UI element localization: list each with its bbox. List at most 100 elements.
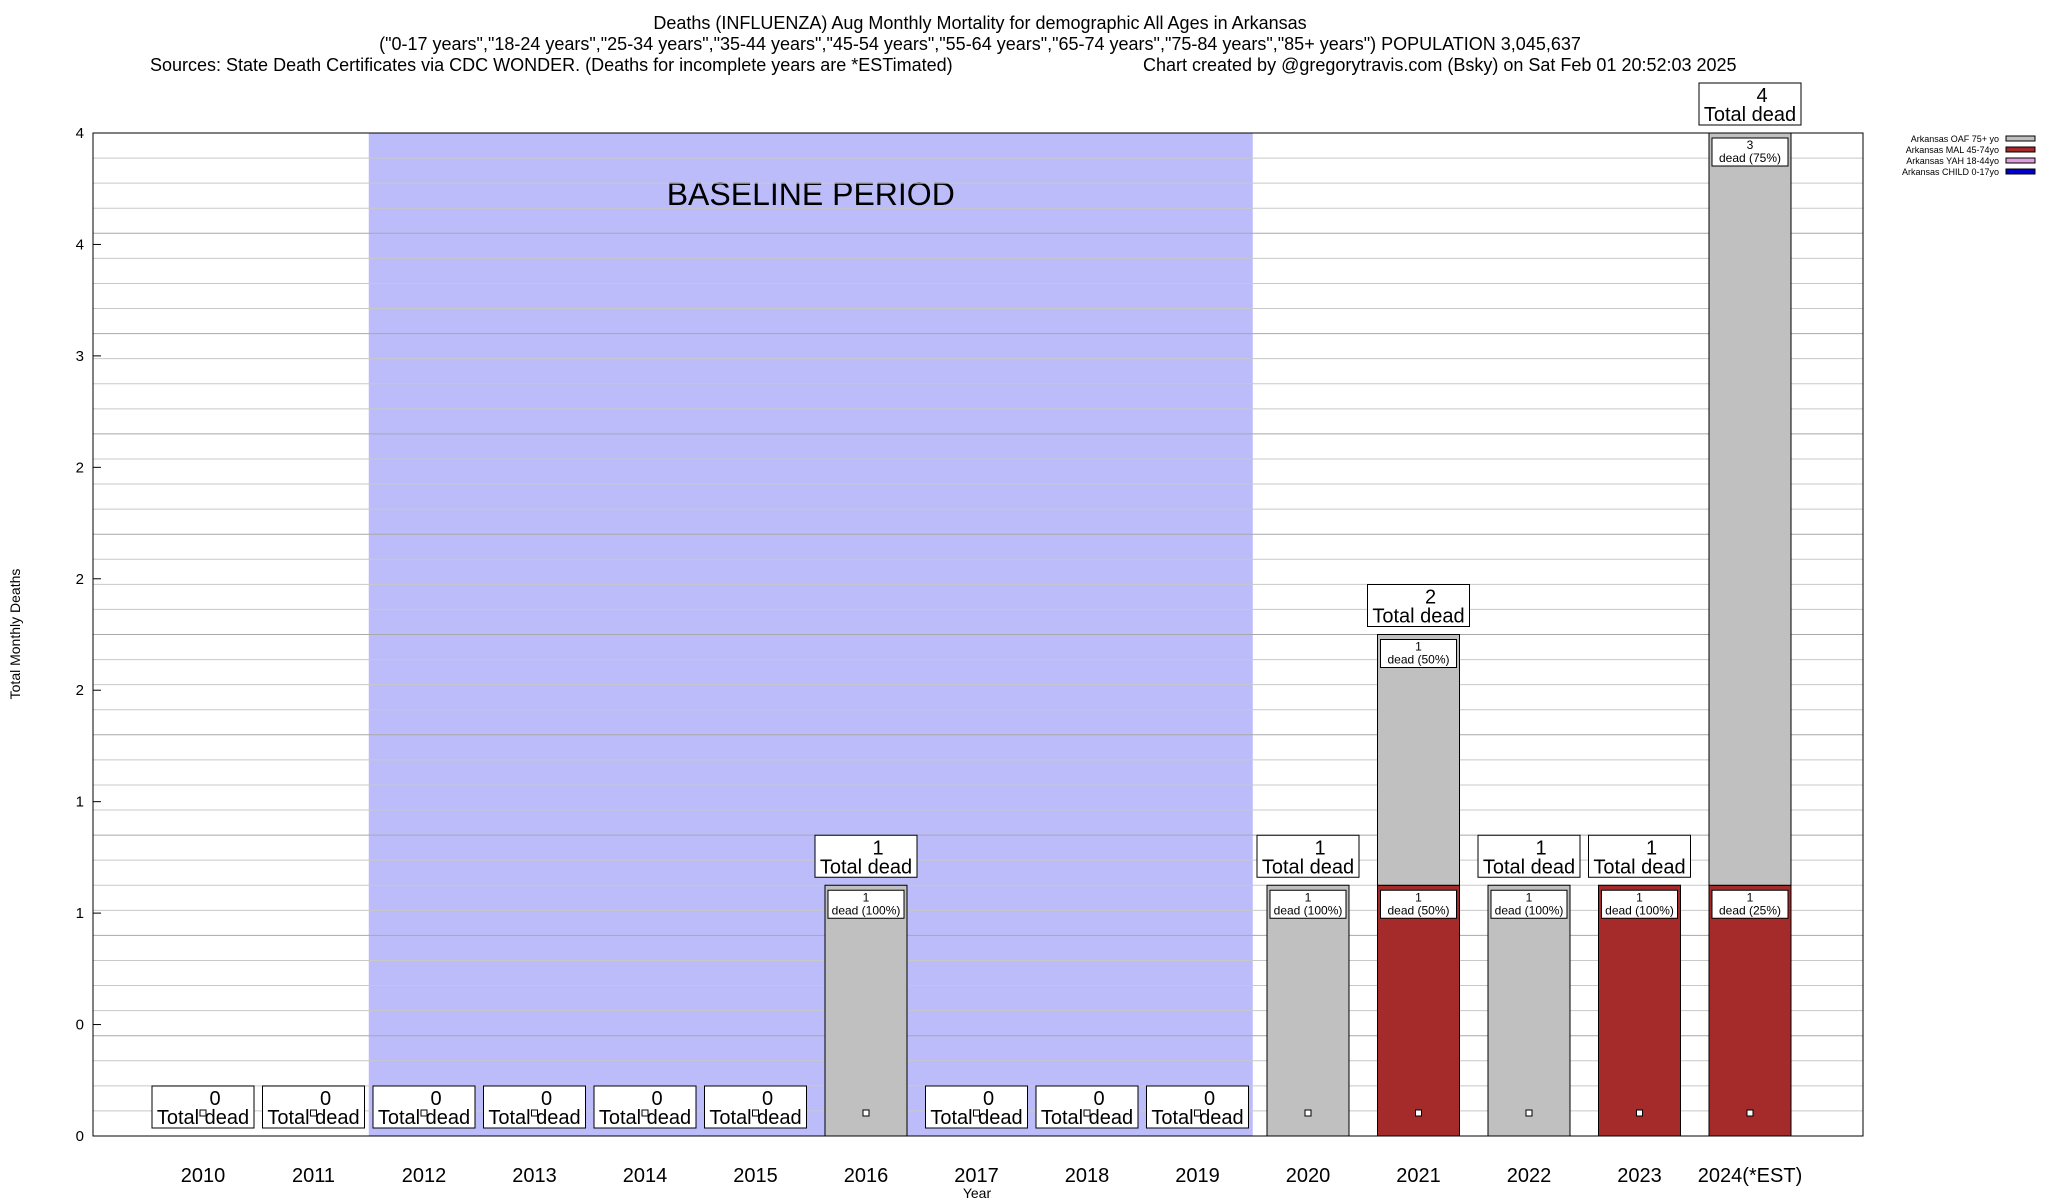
x-tick-marker bbox=[1415, 1109, 1422, 1117]
x-tick-marker bbox=[420, 1109, 428, 1117]
total-label-box bbox=[1035, 1085, 1139, 1129]
segment-label-text: dead (25%) bbox=[1719, 903, 1781, 917]
x-tick-label: 2023 bbox=[1617, 1165, 1662, 1187]
total-label-count: 0 bbox=[541, 1088, 552, 1110]
plot-frame bbox=[92, 132, 1864, 1137]
segment-label-box bbox=[827, 889, 905, 919]
x-tick-marker bbox=[1194, 1109, 1201, 1117]
total-label-count: 0 bbox=[1093, 1088, 1104, 1110]
segment-label-box bbox=[1601, 889, 1678, 919]
x-tick-marker bbox=[973, 1109, 980, 1117]
segment-label-box bbox=[1380, 639, 1457, 668]
x-tick-label: 2021 bbox=[1396, 1165, 1441, 1187]
total-label-text: Total dead bbox=[488, 1107, 580, 1129]
total-label-text: Total dead bbox=[599, 1107, 691, 1129]
total-label-box bbox=[704, 1085, 807, 1129]
x-tick-marker bbox=[310, 1109, 317, 1117]
y-tick-label: 1 bbox=[76, 905, 84, 922]
y-tick-label: 4 bbox=[76, 125, 84, 142]
total-label-box bbox=[262, 1085, 365, 1129]
x-tick-label: 2014 bbox=[623, 1165, 668, 1187]
x-tick-label: 2011 bbox=[292, 1165, 335, 1187]
y-axis-title: Total Monthly Deaths bbox=[7, 569, 23, 700]
segment-label-text: dead (50%) bbox=[1387, 653, 1449, 667]
legend-swatch bbox=[2005, 135, 2036, 142]
x-tick-label: 2018 bbox=[1065, 1165, 1110, 1187]
x-tick-marker bbox=[531, 1109, 538, 1117]
y-tick-label: 1 bbox=[76, 794, 84, 811]
total-label-text: Total dead bbox=[1372, 606, 1464, 628]
x-tick-marker bbox=[1746, 1109, 1754, 1117]
total-label-text: Total dead bbox=[1262, 856, 1354, 878]
total-label-box bbox=[1477, 834, 1581, 878]
x-tick-label: 2013 bbox=[512, 1165, 557, 1187]
x-tick-label: 2016 bbox=[844, 1165, 889, 1187]
segment-label-box bbox=[1269, 889, 1347, 919]
total-label-box bbox=[925, 1085, 1028, 1129]
segment-label-text: dead (50%) bbox=[1387, 903, 1449, 917]
x-tick-label: 2019 bbox=[1175, 1165, 1220, 1187]
x-tick-marker bbox=[199, 1109, 207, 1117]
segment-label-text: dead (100%) bbox=[1605, 903, 1674, 917]
legend-label: Arkansas OAF 75+ yo bbox=[1911, 134, 1999, 144]
total-label-text: Total dead bbox=[709, 1107, 801, 1129]
bar-segment bbox=[1598, 884, 1681, 1137]
baseline-period-label: BASELINE PERIOD bbox=[667, 176, 955, 212]
segment-label-box bbox=[1711, 889, 1789, 919]
total-label-text: Total dead bbox=[820, 856, 912, 878]
total-label-count: 0 bbox=[320, 1088, 331, 1110]
x-tick-label: 2017 bbox=[954, 1165, 999, 1187]
total-label-count: 0 bbox=[762, 1088, 773, 1110]
y-tick-label: 2 bbox=[76, 682, 84, 699]
total-label-text: Total dead bbox=[930, 1107, 1022, 1129]
segment-label-box bbox=[1490, 889, 1568, 919]
bar-segment bbox=[1487, 884, 1571, 1137]
y-tick-label: 0 bbox=[76, 1017, 84, 1034]
bar-segment bbox=[1377, 634, 1460, 886]
x-tick-marker bbox=[1636, 1109, 1643, 1117]
x-tick-label: 2015 bbox=[733, 1165, 778, 1187]
total-label-box bbox=[814, 834, 918, 878]
total-label-count: 1 bbox=[1314, 837, 1325, 859]
total-label-count: 0 bbox=[651, 1088, 662, 1110]
segment-label-box bbox=[1711, 137, 1789, 167]
segment-label-count: 1 bbox=[863, 890, 870, 904]
legend-swatch bbox=[2005, 146, 2036, 153]
bar-segment bbox=[1708, 132, 1792, 886]
x-tick-label: 2022 bbox=[1507, 1165, 1552, 1187]
segment-label-text: dead (100%) bbox=[1495, 903, 1564, 917]
segment-label-count: 1 bbox=[1415, 890, 1422, 904]
x-tick-label: 2012 bbox=[402, 1165, 447, 1187]
total-label-text: Total dead bbox=[1041, 1107, 1133, 1129]
total-label-box bbox=[1367, 584, 1470, 627]
legend-swatch bbox=[2005, 168, 2036, 175]
legend-label: Arkansas CHILD 0-17yo bbox=[1902, 167, 1999, 177]
x-tick-marker bbox=[1525, 1109, 1533, 1117]
total-label-box bbox=[151, 1085, 255, 1129]
segment-label-count: 1 bbox=[1415, 640, 1422, 654]
total-label-box bbox=[1146, 1085, 1249, 1129]
bar-segment bbox=[1708, 884, 1792, 1137]
total-label-text: Total dead bbox=[378, 1107, 470, 1129]
x-tick-marker bbox=[1304, 1109, 1312, 1117]
total-label-box bbox=[1698, 82, 1802, 126]
total-label-count: 0 bbox=[430, 1088, 441, 1110]
total-label-text: Total dead bbox=[1593, 856, 1685, 878]
total-label-count: 4 bbox=[1756, 85, 1767, 107]
legend-label: Arkansas MAL 45-74yo bbox=[1906, 145, 1999, 155]
total-label-count: 0 bbox=[983, 1088, 994, 1110]
x-tick-label: 2020 bbox=[1286, 1165, 1331, 1187]
total-label-box bbox=[1256, 834, 1360, 878]
y-tick-label: 2 bbox=[76, 571, 84, 588]
segment-label-count: 1 bbox=[1747, 890, 1754, 904]
x-tick-marker bbox=[1083, 1109, 1091, 1117]
y-tick-label: 0 bbox=[76, 1128, 84, 1145]
bar-segment bbox=[1266, 884, 1350, 1137]
total-label-text: Total dead bbox=[267, 1107, 359, 1129]
total-label-box bbox=[372, 1085, 476, 1129]
segment-label-count: 1 bbox=[1526, 890, 1533, 904]
total-label-box bbox=[483, 1085, 586, 1129]
total-label-count: 1 bbox=[1646, 837, 1657, 859]
x-tick-label: 2010 bbox=[181, 1165, 226, 1187]
